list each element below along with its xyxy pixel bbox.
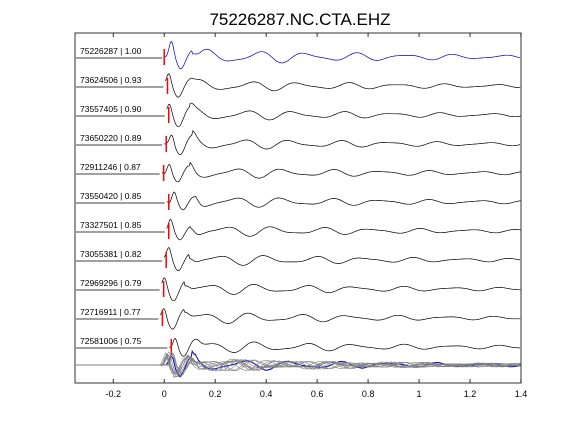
trace-row: 72969296 | 0.79 [76,277,521,302]
x-tick-label: 0.4 [260,389,273,399]
trace-row: 75226287 | 1.00 [76,40,521,70]
trace-row: 73557405 | 0.90 [76,102,521,128]
chart-title: 75226287.NC.CTA.EHZ [209,10,390,29]
trace-label: 72716911 | 0.77 [80,307,141,317]
stacked-overlay [75,349,521,378]
trace-row: 72911246 | 0.87 [76,161,521,183]
trace-label: 73055381 | 0.82 [80,249,142,259]
x-tick-label: 1 [417,389,422,399]
waveform [169,338,520,357]
trace-row: 73624506 | 0.93 [76,73,521,98]
x-tick-label: 0.8 [362,389,375,399]
trace-row: 73055381 | 0.82 [76,247,521,272]
x-tick-label: 0.2 [209,389,222,399]
x-tick-label: -0.2 [105,389,121,399]
waveform [166,102,521,128]
waveform [166,191,521,211]
trace-label: 73624506 | 0.93 [80,75,142,85]
x-tick-label: 1.2 [464,389,477,399]
waveform [165,73,521,98]
x-tick-label: 1.4 [515,389,528,399]
trace-label: 73327501 | 0.85 [80,220,142,230]
x-axis: -0.2 0 0.2 0.4 0.6 0.8 1 1.2 1.4 [105,33,527,399]
plot-area [74,32,522,384]
waveform [161,277,521,302]
waveform [163,247,521,272]
trace-row: 73550420 | 0.85 [76,191,521,211]
stack-waveform [75,351,521,377]
trace-label: 72911246 | 0.87 [80,162,141,172]
trace-row: 72716911 | 0.77 [76,307,521,330]
trace-label: 73650220 | 0.89 [80,133,142,143]
trace-row: 73327501 | 0.85 [76,218,521,241]
x-tick-label: 0 [162,389,167,399]
waveform [166,218,521,241]
waveform [164,130,521,156]
reference-waveform [164,40,521,70]
trace-group: 75226287 | 1.00 73624506 | 0.93 73557405 |… [75,40,521,378]
trace-row: 73650220 | 0.89 [76,130,521,156]
trace-label: 72969296 | 0.79 [80,278,142,288]
waveform [161,161,521,183]
waveform [160,308,521,330]
trace-label: 73557405 | 0.90 [80,104,142,114]
trace-label: 72581006 | 0.75 [80,336,142,346]
trace-label: 75226287 | 1.00 [80,46,142,56]
x-tick-label: 0.6 [311,389,324,399]
trace-label: 73550420 | 0.85 [80,191,142,201]
